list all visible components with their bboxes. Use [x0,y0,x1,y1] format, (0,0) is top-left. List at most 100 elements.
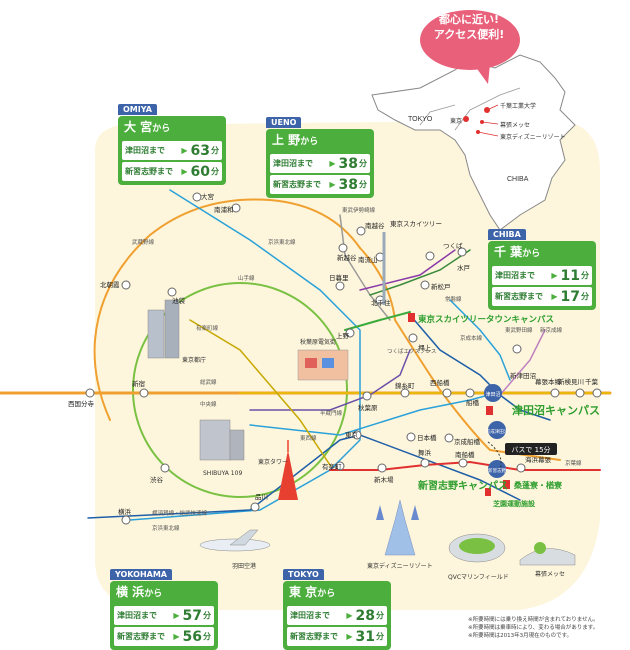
box-omiya-en: OMIYA [118,104,157,115]
label-sports: 芝園運動施設 [493,499,536,508]
inset-tokyo-dot [463,116,469,122]
label-kinshicho: 錦糸町 [395,381,415,390]
label-shibuya: 渋谷 [150,475,164,484]
inset-cit-label: 千葉工業大学 [500,102,536,110]
line-chuo: 中央線 [200,400,217,408]
label-skytree-campus: 東京スカイツリータウンキャンパス [418,314,554,325]
label-shintsudanuma: 新津田沼 [510,371,536,380]
box-ueno: UENO 上 野から 津田沼まで ▶ 38 分 新習志野まで ▶ 38 分 [266,110,374,198]
label-sohoryo: 桑蓬寮・楢寮 [513,480,563,490]
box-chiba-head: 千 葉から [488,241,596,262]
label-shinkemigawa: 新検見川 [558,377,584,386]
label-makuharihongo: 幕張本郷 [535,377,562,386]
box-chiba: CHIBA 千 葉から 津田沼まで ▶ 11 分 新習志野まで ▶ 17 分 [488,222,596,310]
label-shinnarashino-campus: 新習志野キャンパス [418,479,508,492]
tsudanuma-marker-label: 津田沼 [485,391,500,398]
label-kitasenju: 北千住 [371,298,391,307]
line-tobu: 東武伊勢崎線 [342,206,376,214]
bus-label: バスで 15分 [505,443,557,455]
line-yamanote: 山手線 [238,274,255,282]
label-nihonbashi: 日本橋 [417,433,437,442]
line-shinkeisei: 新京成線 [540,326,563,334]
box-yokohama-en: YOKOHAMA [110,569,172,580]
shinnarashino-marker-label: 新習志野 [488,467,506,474]
inset-tokyo-station: 東京 [450,117,462,125]
bubble-line1: 都心に近い! [438,13,500,26]
label-minamifunabashi: 南船橋 [455,450,475,459]
label-chiba: 千葉 [585,377,599,386]
label-akihabara-elec: 秋葉原電気街 [300,338,336,346]
label-tokyotower: 東京タワー [258,458,288,466]
label-skytree-station: 東京スカイツリー [390,219,442,228]
label-haneda: 羽田空港 [232,562,256,570]
inset-chiba-label: CHIBA [507,176,529,183]
box-tokyo-row-2: 新習志野まで ▶ 31 分 [287,627,387,646]
label-mito: 水戸 [457,263,471,272]
box-omiya: OMIYA 大 宮から 津田沼まで ▶ 63 分 新習志野まで ▶ 60 分 [118,97,226,185]
label-keiseifunabashi: 京成船橋 [454,437,481,446]
label-shinagawa: 品川 [255,493,268,501]
bus-label-text: バスで 15分 [511,445,550,454]
box-tokyo-head: 東 京から [283,581,391,602]
box-omiya-head: 大 宮から [118,116,226,137]
label-kitaasaka: 北朝霞 [100,281,120,289]
label-minamiryu: 南流山 [358,255,378,264]
label-qvc: QVCマリンフィールド [448,574,509,581]
speech-bubble [420,10,520,84]
campus-markers: 津田沼 京成津田沼 新習志野 [408,313,510,496]
line-labels: 武蔵野線 京浜東北線 山手線 有楽町線 総武線 中央線 半蔵門線 東西線 東武伊… [132,206,582,532]
label-disney: 東京ディズニーリゾート [367,562,433,570]
note-3: ※所要時間は2013年3月現在のものです。 [468,633,573,639]
line-keisei: 京成本線 [460,334,483,342]
box-ueno-row-1: 津田沼まで ▶ 38 分 [270,154,370,173]
bubble-line2: アクセス便利! [433,28,505,41]
inset-disney-label: 東京ディズニーリゾート [500,133,566,141]
box-ueno-row-2: 新習志野まで ▶ 38 分 [270,175,370,194]
label-ueno: 上野 [336,331,350,340]
line-joban: 常磐線 [445,295,462,303]
label-nishikokubunji: 西国分寺 [68,399,95,408]
label-tokyo: 東京 [345,430,359,439]
station-labels: 大宮 南浦和 北朝霞 池袋 新宿 西国分寺 渋谷 品川 横浜 日暮里 上野 秋葉… [68,192,599,516]
note-1: ※所要時間には乗り換え時間が含まれておりません。 [468,617,599,623]
label-akihabara: 秋葉原 [358,403,378,412]
label-tocho: 東京都庁 [182,356,206,364]
box-ueno-en: UENO [266,117,302,128]
label-minamikoshigaya: 南越谷 [365,221,385,230]
label-shibuya109: SHIBUYA 109 [203,470,242,477]
landmark-illustrations [147,232,576,566]
box-tokyo-en: TOKYO [283,569,324,580]
station-dots [85,192,602,525]
label-ikebukuro: 池袋 [172,296,186,305]
label-shinmatsudo: 新松戸 [431,282,451,291]
line-tsukubaex: つくばエクスプレス [387,347,436,355]
line-yokosuka: 横須賀線・総武快速線 [152,509,208,517]
label-makuhari: 幕張メッセ [535,570,565,578]
label-nippori: 日暮里 [329,273,349,282]
label-shinkiba: 新木場 [374,475,394,484]
box-tokyo: TOKYO 東 京から 津田沼まで ▶ 28 分 新習志野まで ▶ 31 分 [283,562,391,650]
note-2: ※所要時間は乗車時により、変わる場合があります。 [468,625,599,631]
line-keihintohoku: 京浜東北線 [268,238,296,246]
line-musashino: 武蔵野線 [132,238,155,246]
keiseitsudanuma-marker-label: 京成津田沼 [486,428,509,435]
label-funabashi: 船橋 [466,398,480,407]
box-chiba-row-2: 新習志野まで ▶ 17 分 [492,287,592,306]
line-keiyo: 京葉線 [565,459,582,467]
footnotes: ※所要時間には乗り換え時間が含まれておりません。 ※所要時間は乗車時により、変わ… [468,616,599,640]
box-yokohama-head: 横 浜から [110,581,218,602]
box-chiba-row-1: 津田沼まで ▶ 11 分 [492,266,592,285]
bubble-text: 都心に近い! アクセス便利! [426,12,512,42]
label-yokohama: 横浜 [118,507,132,516]
label-maihama: 舞浜 [418,448,432,457]
box-omiya-row-2: 新習志野まで ▶ 60 分 [122,162,222,181]
label-kaihinmakuhari: 海浜幕張 [525,455,552,464]
label-tsudanuma-campus: 津田沼キャンパス [512,403,600,417]
box-yokohama-row-1: 津田沼まで ▶ 57 分 [114,606,214,625]
campus-labels: 東京スカイツリータウンキャンパス 津田沼キャンパス 新習志野キャンパス 桑蓬寮・… [418,314,600,508]
box-yokohama-row-2: 新習志野まで ▶ 56 分 [114,627,214,646]
label-shinkoshigaya: 新越谷 [337,253,357,262]
inset-makuhari-label: 幕張メッセ [500,121,530,129]
railway-lines [0,189,612,521]
